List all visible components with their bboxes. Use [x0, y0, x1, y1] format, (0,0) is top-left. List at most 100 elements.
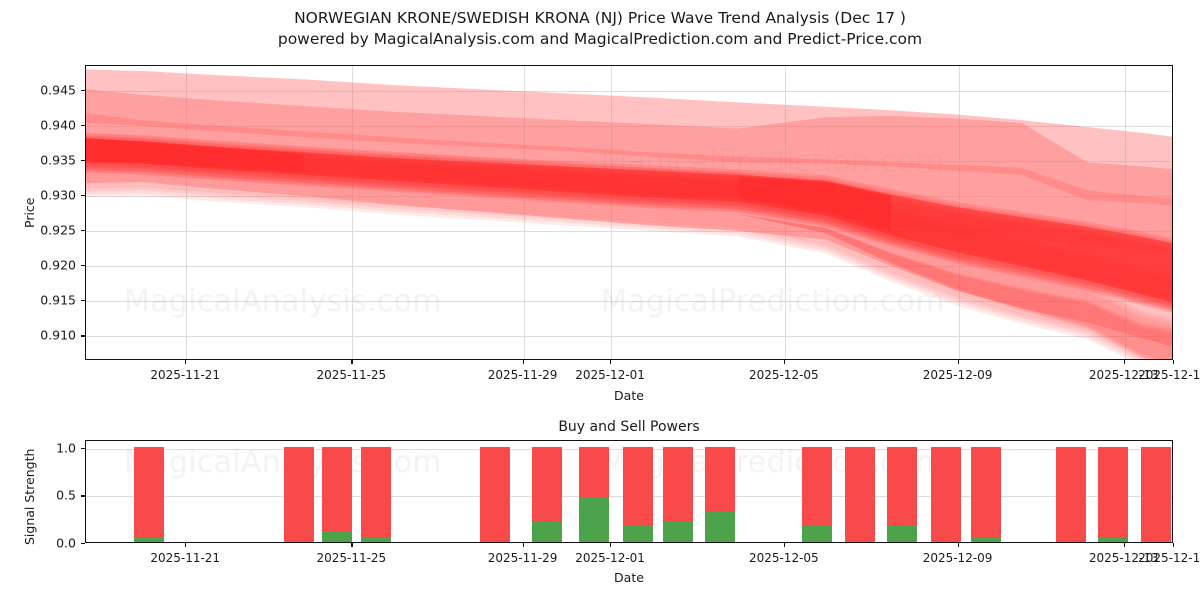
- gridline-vertical: [1124, 66, 1126, 359]
- sell-power-segment: [479, 446, 510, 542]
- wave-strand-core: [86, 156, 1172, 307]
- power-ytick-mark: [81, 543, 85, 545]
- price-ytick-label: 0.925: [40, 222, 76, 238]
- signal-bar[interactable]: [970, 446, 1001, 542]
- sell-power-segment: [623, 446, 654, 526]
- price-xtick-mark: [783, 360, 785, 364]
- wave-core-layer: [86, 137, 1172, 305]
- buy-power-segment: [133, 537, 164, 542]
- power-xtick-mark: [957, 543, 959, 547]
- wave-strand: [86, 167, 1172, 357]
- signal-bar[interactable]: [663, 446, 694, 542]
- signal-bar[interactable]: [479, 446, 510, 542]
- price-ytick-label: 0.935: [40, 152, 76, 168]
- wave-strand: [86, 172, 1172, 359]
- power-ytick-mark: [81, 447, 85, 449]
- gridline-horizontal: [86, 336, 1172, 338]
- sell-power-segment: [844, 446, 875, 542]
- power-xtick-label: 2025-12-05: [748, 551, 819, 565]
- wave-hotspot-mid: [738, 176, 892, 232]
- wave-strand-core: [86, 163, 1172, 314]
- wave-strand: [86, 184, 1159, 359]
- price-ytick-mark: [81, 300, 85, 302]
- signal-bar[interactable]: [705, 446, 736, 542]
- power-xtick-mark: [610, 543, 612, 547]
- price-ytick-label: 0.940: [40, 117, 76, 133]
- signal-bar[interactable]: [802, 446, 833, 542]
- wave-strand: [86, 169, 1172, 359]
- sell-power-segment: [322, 446, 352, 532]
- gridline-horizontal: [86, 90, 1172, 92]
- gridline-vertical: [186, 66, 188, 359]
- signal-bar[interactable]: [1140, 446, 1171, 542]
- wave-strand: [86, 181, 1170, 359]
- buy-power-segment: [802, 525, 833, 542]
- signal-bar[interactable]: [531, 446, 562, 542]
- sell-power-segment: [1140, 446, 1171, 542]
- price-chart-xlabel: Date: [614, 388, 644, 403]
- price-xtick-mark: [185, 360, 187, 364]
- gridline-horizontal: [86, 266, 1172, 268]
- sell-power-segment: [802, 446, 833, 526]
- wave-core-layer: [86, 142, 1172, 310]
- power-xtick-label: 2025-12-01: [575, 551, 645, 565]
- buy-power-segment: [970, 538, 1001, 542]
- signal-bar[interactable]: [133, 446, 164, 542]
- price-wave-chart-plot-area: MagicalAnalysis.com MagicalPrediction.co…: [85, 65, 1173, 360]
- price-ytick-label: 0.915: [40, 292, 76, 308]
- signal-bar[interactable]: [322, 446, 352, 542]
- buy-power-segment: [623, 525, 654, 542]
- signal-bar[interactable]: [623, 446, 654, 542]
- price-ytick-mark: [81, 124, 85, 126]
- gridline-vertical: [352, 66, 354, 359]
- signal-bar[interactable]: [931, 446, 962, 542]
- gridline-horizontal: [86, 125, 1172, 127]
- buy-power-segment: [578, 498, 609, 542]
- buy-sell-bars-layer: [86, 441, 1172, 542]
- buy-power-segment: [531, 521, 562, 542]
- wave-strand: [86, 164, 1172, 354]
- wave-band-mid: [86, 89, 1172, 206]
- power-ytick-label: 0.5: [56, 487, 76, 503]
- sell-power-segment: [360, 446, 391, 538]
- price-ytick-label: 0.920: [40, 257, 76, 273]
- signal-bar[interactable]: [1055, 446, 1086, 542]
- wave-strand: [86, 158, 1172, 348]
- buy-power-segment: [887, 525, 917, 542]
- power-xtick-label: 2025-12-09: [922, 551, 993, 565]
- buy-power-segment: [360, 537, 391, 542]
- signal-bar[interactable]: [844, 446, 875, 542]
- gridline-vertical: [611, 66, 613, 359]
- price-xtick-label: 2025-11-21: [150, 368, 221, 382]
- gridline-vertical: [523, 66, 525, 359]
- signal-bar[interactable]: [360, 446, 391, 542]
- gridline-horizontal: [86, 231, 1172, 233]
- title-line-2: powered by MagicalAnalysis.com and Magic…: [277, 30, 923, 48]
- price-xtick-label: 2025-12-13: [1088, 368, 1159, 382]
- wave-strand-core: [86, 160, 1172, 311]
- wave-strand: [86, 178, 1172, 359]
- sell-power-segment: [133, 446, 164, 538]
- price-ytick-mark: [81, 194, 85, 197]
- price-ytick-label: 0.930: [40, 187, 76, 203]
- buy-power-segment: [1098, 538, 1129, 542]
- buy-sell-ylabel: Signal Strength: [22, 448, 37, 545]
- power-xtick-label: 2025-11-25: [316, 551, 387, 565]
- sell-power-segment: [1055, 446, 1086, 542]
- gridline-horizontal: [86, 195, 1172, 197]
- wave-core-layer: [86, 135, 1172, 303]
- signal-bar[interactable]: [1098, 446, 1129, 542]
- price-ytick-mark: [81, 159, 85, 161]
- sell-power-segment: [887, 446, 917, 526]
- power-xtick-mark: [1123, 543, 1125, 547]
- title-line-1: NORWEGIAN KRONE/SWEDISH KRONA (NJ) Price…: [294, 9, 906, 27]
- sell-power-segment: [931, 446, 962, 542]
- signal-bar[interactable]: [887, 446, 917, 542]
- signal-bar[interactable]: [578, 446, 609, 542]
- wave-strand: [86, 161, 1172, 351]
- power-ytick-label: 0.0: [56, 535, 76, 551]
- sell-power-segment: [578, 446, 609, 499]
- price-wave-bands: [86, 69, 1172, 359]
- price-ytick-label: 0.945: [40, 82, 76, 98]
- signal-bar[interactable]: [283, 446, 314, 542]
